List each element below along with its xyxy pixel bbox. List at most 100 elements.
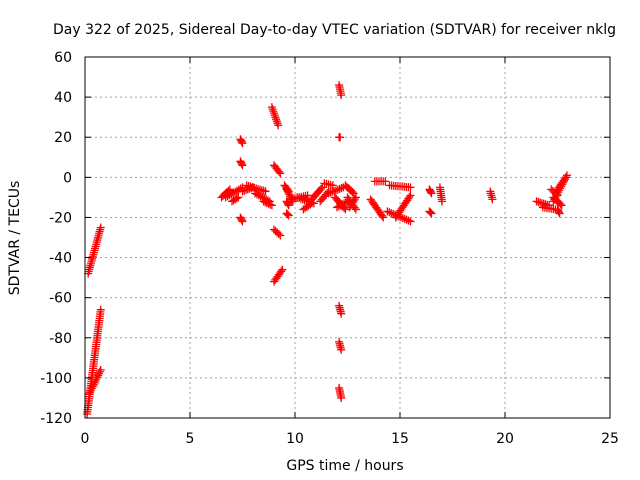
grid	[85, 57, 610, 418]
data-point	[383, 207, 392, 216]
data-point	[275, 167, 284, 176]
data-point	[348, 188, 357, 197]
data-point	[350, 195, 359, 204]
data-point	[262, 199, 271, 208]
data-point	[284, 188, 293, 197]
x-tick-label: 15	[391, 431, 409, 447]
data-point	[251, 189, 260, 198]
data-point	[400, 214, 409, 223]
data-point	[426, 208, 435, 217]
data-point	[349, 189, 358, 198]
data-point	[550, 195, 559, 204]
data-point	[406, 183, 415, 192]
data-point	[351, 205, 360, 214]
data-point	[334, 202, 343, 211]
data-point	[425, 207, 434, 216]
data-point	[556, 200, 565, 209]
data-point	[274, 121, 283, 130]
data-point	[303, 191, 312, 200]
data-point	[94, 371, 103, 380]
data-point	[335, 184, 344, 193]
data-point	[385, 208, 394, 217]
data-point	[88, 382, 97, 391]
data-point	[298, 195, 307, 204]
data-point	[254, 191, 263, 200]
x-tick-labels: 0 5 10 15 20 25	[81, 431, 619, 447]
data-point	[284, 200, 292, 209]
data-point	[427, 189, 436, 198]
y-tick-label: -80	[49, 331, 72, 347]
data-point	[240, 186, 249, 195]
data-point	[351, 193, 360, 202]
data-point	[328, 187, 337, 196]
data-point	[284, 201, 293, 210]
y-axis-title: SDTVAR / TECUs	[7, 181, 23, 296]
data-point	[270, 109, 278, 118]
data-point	[404, 216, 413, 225]
data-point	[89, 380, 98, 389]
y-tick-label: 40	[54, 90, 72, 106]
data-point	[324, 189, 333, 198]
data-point	[341, 205, 350, 214]
y-tick-label: -20	[49, 210, 72, 226]
data-point	[283, 210, 292, 219]
data-point	[90, 378, 99, 387]
data-point	[300, 196, 309, 205]
x-tick-label: 5	[186, 431, 195, 447]
data-point	[252, 190, 261, 199]
data-point	[387, 209, 396, 218]
data-point	[426, 188, 435, 197]
x-tick-label: 10	[286, 431, 304, 447]
data-point	[282, 209, 291, 218]
data-point	[242, 186, 250, 195]
data-point	[336, 201, 345, 210]
data-point	[554, 208, 563, 217]
axis-ticks	[84, 56, 611, 419]
data-point	[398, 214, 407, 223]
data-point	[276, 169, 285, 178]
data-point	[285, 190, 294, 199]
data-point	[86, 386, 95, 395]
data-point	[272, 117, 281, 126]
data-point	[272, 115, 281, 124]
data-point	[261, 198, 270, 207]
data-point	[284, 211, 293, 220]
data-point	[94, 369, 103, 378]
y-tick-labels: -120 -100 -80 -60 -40 -20 0 20 40 60	[40, 50, 72, 427]
data-point	[261, 187, 270, 196]
data-point	[337, 345, 346, 354]
data-point	[274, 229, 283, 238]
data-point	[405, 193, 414, 202]
data-point	[557, 201, 566, 210]
data-point	[333, 185, 342, 194]
data-point	[96, 223, 105, 232]
data-points	[83, 81, 571, 418]
data-point	[273, 119, 282, 128]
data-point	[256, 192, 265, 201]
data-point	[96, 365, 105, 374]
x-tick-label: 25	[601, 431, 619, 447]
data-point	[269, 107, 278, 116]
data-point	[87, 384, 96, 393]
data-point	[268, 105, 277, 114]
y-tick-label: 0	[63, 170, 72, 186]
x-tick-label: 20	[496, 431, 514, 447]
data-point	[331, 186, 340, 195]
data-point	[337, 309, 346, 318]
data-point	[85, 389, 94, 398]
data-point	[93, 373, 102, 382]
data-point	[306, 200, 315, 209]
data-point	[266, 200, 275, 209]
data-point	[406, 191, 415, 200]
data-point	[267, 201, 276, 210]
data-point	[238, 161, 247, 170]
data-point	[379, 213, 388, 222]
data-point	[488, 195, 497, 204]
data-point	[381, 177, 390, 186]
y-tick-label: 60	[54, 50, 72, 66]
data-point	[283, 187, 292, 196]
data-point	[340, 199, 348, 208]
data-point	[552, 191, 561, 200]
data-point	[277, 267, 286, 276]
